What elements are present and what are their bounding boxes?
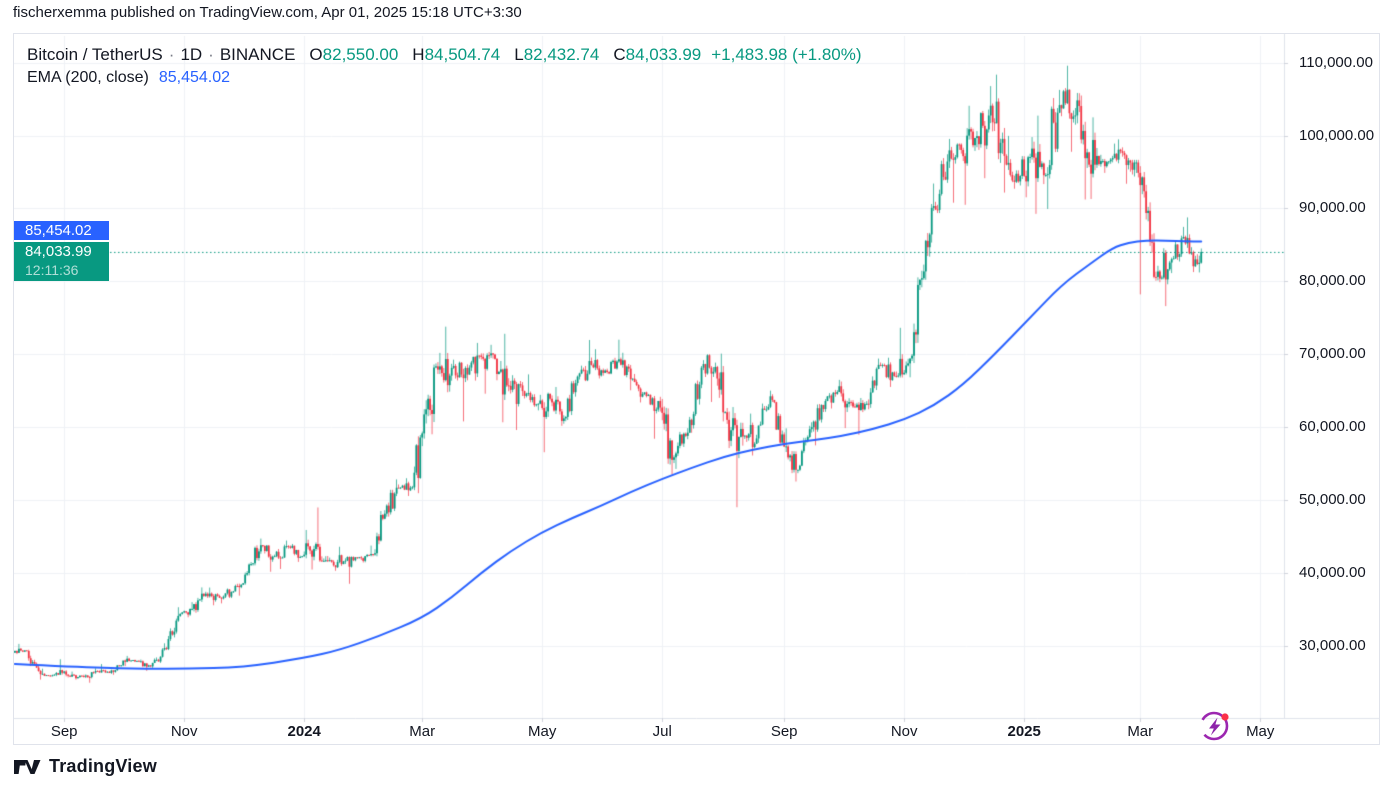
y-axis-label: 70,000.00 [1299, 345, 1366, 363]
publish-attribution: fischerxemma published on TradingView.co… [13, 4, 522, 21]
chart-widget: Bitcoin / TetherUS · 1D · BINANCE O82,55… [13, 33, 1380, 745]
x-axis-label: Mar [409, 723, 436, 740]
y-axis-label: 100,000.00 [1299, 126, 1375, 144]
y-axis-label: 60,000.00 [1299, 418, 1366, 436]
tradingview-logo-icon [14, 759, 41, 774]
ema-price-badge: 85,454.02 [14, 220, 109, 240]
indicator-name[interactable]: EMA (200, close) [27, 69, 149, 86]
x-axis-label: Mar [1127, 723, 1154, 740]
price-chart-canvas[interactable] [14, 34, 1379, 744]
ohlc-high: H84,504.74 [412, 45, 501, 64]
time-axis[interactable]: Sep Nov 2024 Mar May Jul Sep Nov 2025 Mar May [14, 718, 1285, 745]
bar-countdown: 12:11:36 [25, 261, 79, 278]
x-axis-label: 2025 [1007, 723, 1041, 740]
exchange-label: BINANCE [219, 45, 296, 64]
lightning-reaction-icon [1197, 708, 1233, 744]
tradingview-logo[interactable]: TradingView [14, 756, 157, 777]
x-axis-label: Jul [652, 723, 672, 740]
symbol-legend-row[interactable]: Bitcoin / TetherUS · 1D · BINANCE O82,55… [27, 44, 862, 65]
x-axis-label: May [1246, 723, 1275, 740]
legend-separator: · [168, 45, 175, 64]
symbol-title[interactable]: Bitcoin / TetherUS [27, 45, 163, 64]
x-axis-label: Sep [50, 723, 78, 740]
x-axis-label: 2024 [287, 723, 321, 740]
price-axis[interactable]: 110,000.00 100,000.00 90,000.00 80,000.00 70… [1285, 34, 1380, 718]
x-axis-label: Nov [170, 723, 198, 740]
y-axis-label: 110,000.00 [1299, 53, 1373, 71]
legend-separator: · [208, 45, 214, 64]
chart-legend: Bitcoin / TetherUS · 1D · BINANCE O82,55… [27, 44, 862, 88]
y-axis-label: 80,000.00 [1299, 272, 1366, 290]
y-axis-label: 50,000.00 [1299, 490, 1366, 508]
reaction-circle [1199, 711, 1229, 741]
y-axis-label: 40,000.00 [1299, 563, 1366, 581]
notification-dot [1221, 713, 1229, 721]
tradingview-logo-text: TradingView [49, 756, 157, 776]
lightning-bolt-icon [1209, 717, 1221, 736]
y-axis-label: 30,000.00 [1299, 636, 1366, 654]
indicator-value: 85,454.02 [158, 69, 231, 86]
last-price-badge: 84,033.99 12:11:36 [14, 241, 109, 281]
ohlc-open: O82,550.00 [309, 45, 399, 64]
change-label: +1,483.98 (+1.80%) [711, 45, 862, 64]
x-axis-label: Sep [770, 723, 798, 740]
x-axis-label: Nov [890, 723, 918, 740]
x-axis-label: May [528, 723, 557, 740]
indicator-legend-row[interactable]: EMA (200, close) 85,454.02 [27, 67, 862, 88]
ohlc-low: L82,432.74 [514, 45, 600, 64]
interval-label[interactable]: 1D [180, 45, 203, 64]
ohlc-close: C84,033.99 [613, 45, 702, 64]
y-axis-label: 90,000.00 [1299, 199, 1366, 217]
last-price-value: 84,033.99 [25, 242, 92, 260]
